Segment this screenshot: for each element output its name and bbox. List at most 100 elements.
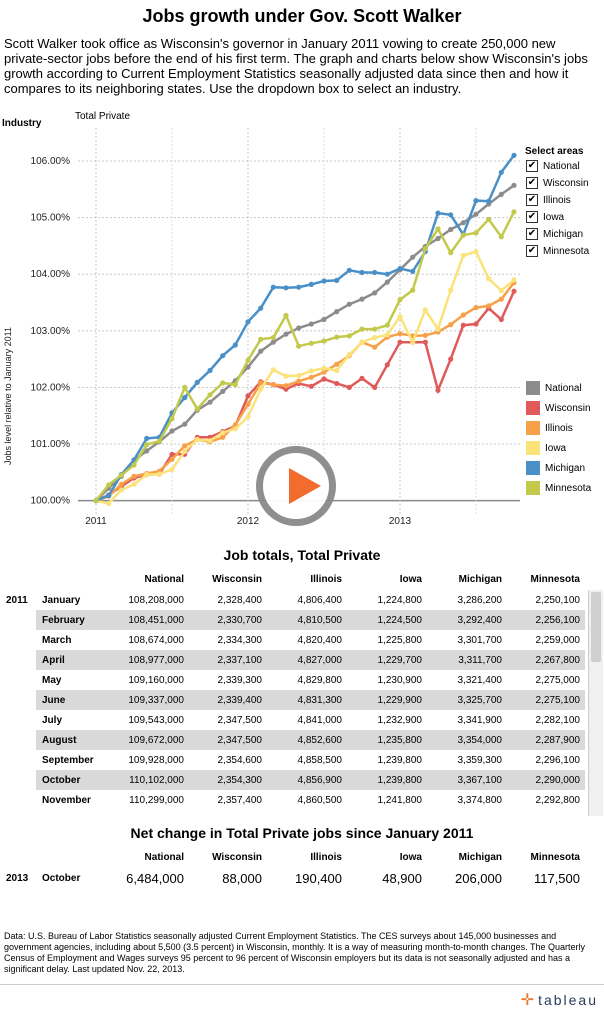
tableau-logo[interactable]: ✛ tableau [521, 990, 598, 1010]
data-point-iowa [207, 438, 213, 444]
legend-item-national[interactable]: National [526, 381, 582, 395]
data-point-illinois [486, 303, 492, 309]
data-point-minnesota [308, 340, 314, 346]
x-tick-label: 2012 [237, 516, 260, 527]
legend-item-illinois[interactable]: Illinois [526, 421, 573, 435]
scrollbar-thumb[interactable] [591, 592, 601, 662]
table-cell: 2,287,900 [535, 735, 581, 746]
column-header-illinois: Illinois [310, 852, 342, 863]
industry-dropdown[interactable]: Total Private [75, 111, 131, 122]
table-cell: 2,250,100 [535, 595, 581, 606]
job-totals-table: 2011 January 108,208,000 2,328,400 4,806,400… [0, 590, 588, 816]
y-tick-label: 101.00% [31, 439, 71, 450]
table-cell: 2,256,100 [535, 615, 581, 626]
y-axis-label: Jobs level relative to January 2011 [3, 327, 13, 465]
data-point-minnesota [346, 333, 352, 339]
area-checkbox-wisconsin[interactable]: ✔ Wisconsin [526, 177, 589, 189]
industry-label: Industry [2, 118, 42, 129]
data-point-minnesota [410, 287, 416, 293]
table-cell: 109,672,000 [128, 735, 184, 746]
data-point-wisconsin [169, 451, 175, 457]
data-point-national [498, 191, 504, 197]
table-row: May 109,160,000 2,339,300 4,829,800 1,230,90… [0, 670, 588, 690]
area-checkbox-national[interactable]: ✔ National [526, 160, 580, 172]
data-point-illinois [118, 481, 124, 487]
data-point-minnesota [511, 209, 517, 215]
y-tick-label: 105.00% [31, 213, 71, 224]
data-point-wisconsin [498, 316, 504, 323]
table-cell: 109,160,000 [128, 675, 184, 686]
net-change-cell: 48,900 [382, 871, 422, 886]
data-point-wisconsin [346, 384, 352, 390]
table-cell: 4,806,400 [297, 595, 343, 606]
legend-item-wisconsin[interactable]: Wisconsin [526, 401, 591, 415]
chart-grid [78, 128, 520, 514]
checkbox-icon[interactable]: ✔ [526, 160, 538, 172]
page-title: Jobs growth under Gov. Scott Walker [142, 6, 462, 26]
table-cell: 110,102,000 [129, 775, 184, 786]
data-point-illinois [270, 382, 276, 388]
data-point-michigan [258, 305, 264, 311]
data-point-illinois [397, 331, 403, 337]
play-button[interactable] [256, 446, 336, 526]
legend-item-minnesota[interactable]: Minnesota [526, 481, 591, 495]
data-point-michigan [334, 277, 340, 283]
data-point-national [372, 290, 378, 296]
data-point-minnesota [182, 384, 188, 390]
data-point-minnesota [169, 416, 175, 422]
area-checkbox-illinois[interactable]: ✔ Illinois [526, 194, 571, 206]
data-point-michigan [182, 395, 188, 401]
legend-item-iowa[interactable]: Iowa [526, 441, 566, 455]
checkbox-icon[interactable]: ✔ [526, 245, 538, 257]
area-checkbox-iowa[interactable]: ✔ Iowa [526, 211, 564, 223]
table-cell: 2,357,400 [217, 795, 263, 806]
legend-item-michigan[interactable]: Michigan [526, 461, 585, 475]
series-line-national [95, 184, 515, 502]
data-point-michigan [448, 212, 454, 218]
table-cell: 2,334,300 [217, 635, 263, 646]
data-point-national [308, 321, 314, 327]
checkbox-icon[interactable]: ✔ [526, 177, 538, 189]
column-header-minnesota: Minnesota [530, 852, 580, 863]
checkbox-icon[interactable]: ✔ [526, 228, 538, 240]
table-cell: 3,354,000 [457, 735, 503, 746]
legend-swatch [526, 481, 540, 495]
data-point-iowa [435, 326, 441, 332]
data-point-minnesota [334, 334, 340, 340]
data-point-illinois [460, 312, 466, 318]
table-cell: 2,330,700 [217, 615, 263, 626]
area-checkbox-minnesota[interactable]: ✔ Minnesota [526, 245, 589, 257]
data-point-national [270, 339, 276, 345]
data-point-michigan [372, 269, 378, 276]
footnote: Data: U.S. Bureau of Labor Statistics se… [4, 931, 585, 974]
table-scrollbar[interactable] [588, 590, 603, 816]
column-header-iowa: Iowa [399, 852, 422, 863]
data-point-michigan [384, 271, 390, 277]
data-point-minnesota [232, 382, 238, 388]
legend-label: Wisconsin [545, 402, 591, 414]
table-row: September 109,928,000 2,354,600 4,858,500 1,… [0, 750, 588, 770]
data-point-michigan [106, 493, 112, 499]
data-point-iowa [194, 436, 200, 443]
area-label: National [543, 160, 580, 172]
tableau-logo-text: tableau [538, 992, 598, 1008]
data-point-national [359, 296, 365, 302]
area-checkbox-michigan[interactable]: ✔ Michigan [526, 228, 583, 240]
y-tick-label: 104.00% [31, 269, 71, 280]
legend-label: Michigan [545, 462, 586, 474]
table-cell: 2,354,300 [217, 775, 263, 786]
data-point-minnesota [498, 234, 504, 240]
column-header-national: National [144, 852, 184, 863]
column-header-national: National [144, 574, 184, 585]
data-point-illinois [296, 378, 302, 384]
table-cell: 2,259,000 [535, 635, 581, 646]
data-point-national [182, 421, 188, 427]
table-cell: 4,852,600 [297, 735, 343, 746]
x-axis-ticks: 2011 2012 2013 [85, 516, 411, 527]
checkbox-icon[interactable]: ✔ [526, 194, 538, 206]
chart-series [93, 152, 517, 507]
checkbox-icon[interactable]: ✔ [526, 211, 538, 223]
table-cell: 108,208,000 [128, 595, 184, 606]
data-point-national [473, 211, 479, 217]
legend-swatch [526, 461, 540, 475]
